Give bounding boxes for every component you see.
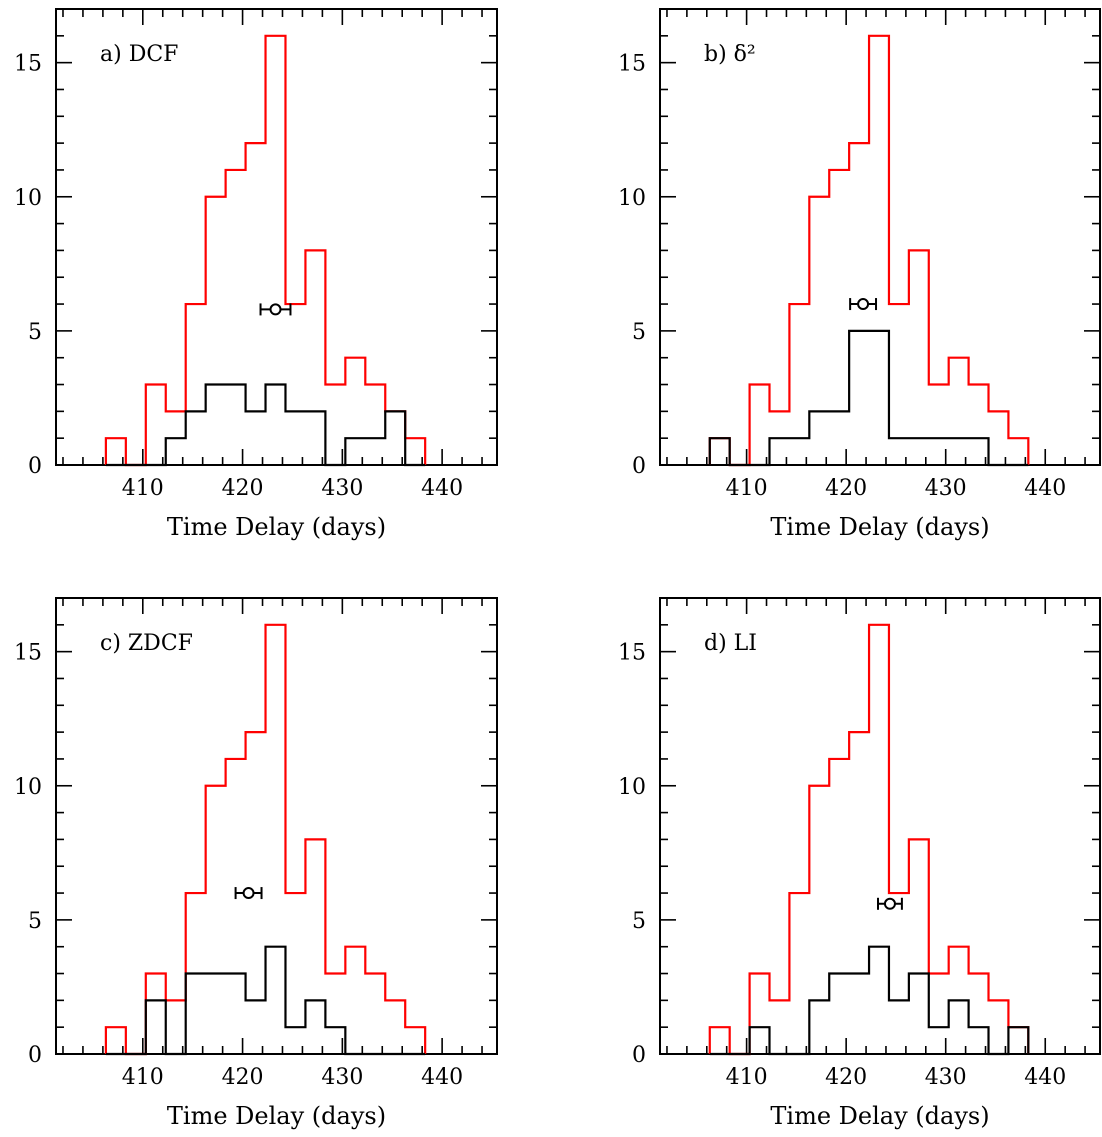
black-histogram	[105, 945, 426, 1056]
x-tick-label: 430	[321, 1065, 363, 1090]
data-point	[883, 897, 896, 910]
x-tick-label: 420	[222, 1065, 264, 1090]
x-axis-title: Time Delay (days)	[770, 1102, 989, 1130]
panel-label: d) LI	[704, 631, 757, 656]
plot-frame	[55, 597, 498, 1055]
chart-panel-2: 410 420 430 440 0 5 10 15 Time Delay (days) b) δ²	[618, 8, 1101, 541]
y-tick-label: 0	[28, 1043, 42, 1068]
y-tick-label: 15	[14, 52, 42, 77]
x-tick-label: 440	[1024, 1065, 1066, 1090]
y-tick-label: 10	[618, 775, 646, 800]
x-axis-title: Time Delay (days)	[167, 1102, 386, 1130]
x-axis-title: Time Delay (days)	[167, 513, 386, 541]
x-tick-label: 420	[825, 476, 867, 501]
y-tick-label: 10	[14, 775, 42, 800]
x-axis-title: Time Delay (days)	[770, 513, 989, 541]
y-tick-label: 10	[14, 186, 42, 211]
y-tick-label: 5	[632, 320, 646, 345]
x-tick-label: 440	[421, 476, 463, 501]
panel-label: a) DCF	[100, 42, 178, 67]
x-tick-label: 420	[825, 1065, 867, 1090]
x-tick-label: 430	[925, 476, 967, 501]
y-tick-label: 15	[618, 52, 646, 77]
black-histogram	[105, 383, 426, 467]
plot-frame	[659, 597, 1101, 1055]
y-tick-label: 0	[632, 1043, 646, 1068]
y-tick-label: 10	[618, 186, 646, 211]
data-point	[269, 303, 282, 316]
x-tick-label: 430	[925, 1065, 967, 1090]
chart-panel-3: 410 420 430 440 0 5 10 15 Time Delay (days) c) ZD…	[14, 597, 498, 1130]
panel-label: b) δ²	[704, 42, 756, 67]
x-tick-label: 410	[726, 476, 768, 501]
y-tick-label: 15	[618, 641, 646, 666]
x-tick-label: 410	[122, 1065, 164, 1090]
y-tick-label: 5	[28, 320, 42, 345]
red-histogram	[708, 34, 1030, 467]
x-tick-label: 410	[726, 1065, 768, 1090]
y-tick-label: 0	[632, 454, 646, 479]
black-histogram	[709, 945, 1030, 1056]
data-point	[242, 887, 255, 900]
plot-frame	[659, 8, 1101, 466]
red-histogram	[104, 623, 427, 1056]
data-point	[857, 298, 870, 311]
x-tick-label: 440	[1024, 476, 1066, 501]
x-tick-label: 440	[421, 1065, 463, 1090]
y-tick-label: 15	[14, 641, 42, 666]
x-tick-label: 420	[222, 476, 264, 501]
red-histogram	[104, 34, 427, 467]
plot-frame	[55, 8, 498, 466]
chart-panel-1: 410 420 430 440 0 5 10 15 Time Delay (days) a) DC…	[14, 8, 498, 541]
y-tick-label: 5	[632, 909, 646, 934]
y-tick-label: 5	[28, 909, 42, 934]
y-tick-label: 0	[28, 454, 42, 479]
x-tick-label: 430	[321, 476, 363, 501]
red-histogram	[708, 623, 1030, 1056]
x-tick-label: 410	[122, 476, 164, 501]
panel-label: c) ZDCF	[100, 631, 193, 656]
chart-panel-4: 410 420 430 440 0 5 10 15 Time Delay (days) d) LI	[618, 597, 1101, 1130]
black-histogram	[708, 329, 1029, 467]
